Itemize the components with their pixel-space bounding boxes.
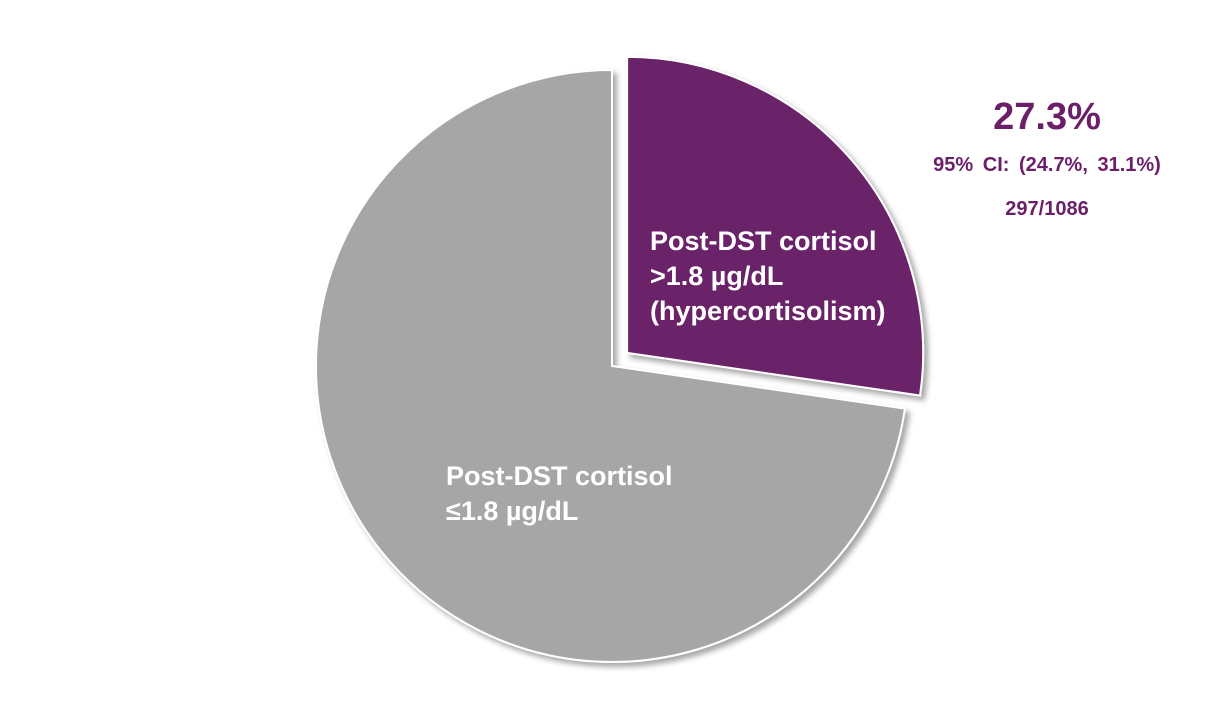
prevalence-callout: 27.3% 95% CI: (24.7%, 31.1%) 297/1086 <box>900 92 1194 222</box>
case-count: 297/1086 <box>1005 198 1089 220</box>
pie-slice-hypercortisolism <box>626 55 925 397</box>
hypercortisolism-label-line-3: (hypercortisolism) <box>650 296 886 326</box>
hypercortisolism-label-line-1: Post-DST cortisol <box>650 226 877 256</box>
confidence-interval: 95% CI: (24.7%, 31.1%) <box>933 154 1161 176</box>
normal-cortisol-label-line-2: ≤1.8 µg/dL <box>446 496 579 526</box>
normal-cortisol-label-line-1: Post-DST cortisol <box>446 461 673 491</box>
hypercortisolism-label-line-2: >1.8 µg/dL <box>650 261 784 291</box>
normal-cortisol-slice-label: Post-DST cortisol ≤1.8 µg/dL <box>446 459 673 529</box>
hypercortisolism-slice-label: Post-DST cortisol >1.8 µg/dL (hypercorti… <box>650 224 886 329</box>
prevalence-percent: 27.3% <box>993 96 1101 138</box>
pie-slice-normal-cortisol <box>315 68 907 663</box>
